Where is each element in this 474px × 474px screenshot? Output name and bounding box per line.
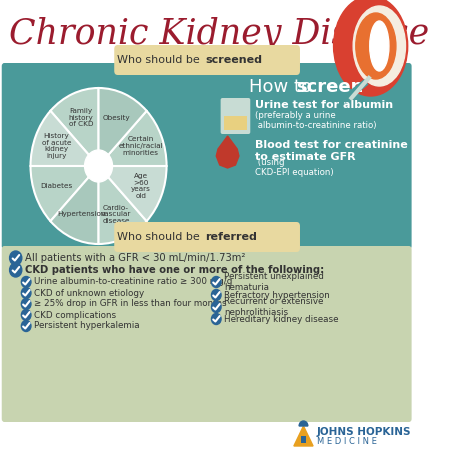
Text: CKD complications: CKD complications: [34, 310, 116, 319]
Wedge shape: [99, 111, 166, 166]
Text: Certain
ethnic/racial
minorities: Certain ethnic/racial minorities: [118, 136, 163, 156]
Circle shape: [9, 251, 22, 265]
Text: Cardio-
vascular
disease: Cardio- vascular disease: [101, 205, 131, 224]
Circle shape: [21, 320, 31, 331]
Text: Age
>60
years
old: Age >60 years old: [131, 173, 151, 199]
Text: Who should be: Who should be: [117, 55, 203, 65]
Ellipse shape: [356, 13, 396, 79]
Ellipse shape: [334, 0, 408, 96]
Bar: [224, 116, 247, 130]
Text: All patients with a GFR < 30 mL/min/1.73m²: All patients with a GFR < 30 mL/min/1.73…: [25, 253, 246, 263]
Text: ≥ 25% drop in GFR in less than four months: ≥ 25% drop in GFR in less than four mont…: [34, 300, 227, 309]
FancyBboxPatch shape: [114, 45, 300, 75]
Bar: [301, 436, 306, 443]
FancyBboxPatch shape: [220, 98, 250, 134]
Text: (using
CKD-EPI equation): (using CKD-EPI equation): [255, 158, 333, 177]
Circle shape: [21, 288, 31, 299]
Text: Diabetes: Diabetes: [40, 183, 73, 189]
Wedge shape: [99, 166, 166, 221]
Text: screen: screen: [297, 78, 364, 96]
Wedge shape: [99, 166, 146, 244]
FancyBboxPatch shape: [2, 63, 411, 249]
Text: Chronic Kidney Disease: Chronic Kidney Disease: [9, 16, 429, 51]
Circle shape: [211, 313, 221, 325]
Text: Obesity: Obesity: [102, 115, 130, 121]
Text: Hypertension: Hypertension: [57, 211, 105, 217]
Text: screened: screened: [205, 55, 262, 65]
Text: Persistent unexplained
hematuria: Persistent unexplained hematuria: [224, 272, 324, 292]
Text: JOHNS HOPKINS: JOHNS HOPKINS: [317, 427, 411, 437]
Circle shape: [9, 263, 22, 277]
Polygon shape: [216, 136, 239, 168]
Text: Urine albumin-to-creatinine ratio ≥ 300 mg/g: Urine albumin-to-creatinine ratio ≥ 300 …: [34, 277, 232, 286]
Circle shape: [21, 299, 31, 310]
FancyBboxPatch shape: [114, 222, 300, 252]
FancyBboxPatch shape: [2, 246, 411, 422]
Text: Hereditary kidney disease: Hereditary kidney disease: [224, 315, 338, 323]
Text: Refractory hypertension: Refractory hypertension: [224, 291, 330, 300]
Text: M E D I C I N E: M E D I C I N E: [317, 438, 376, 447]
Text: How to: How to: [249, 78, 318, 96]
Text: Family
history
of CKD: Family history of CKD: [69, 108, 93, 128]
Wedge shape: [30, 111, 99, 166]
Circle shape: [211, 290, 221, 301]
Text: (preferably a urine
 albumin-to-creatinine ratio): (preferably a urine albumin-to-creatinin…: [255, 111, 376, 130]
Polygon shape: [294, 426, 313, 446]
Text: History
of acute
kidney
injury: History of acute kidney injury: [42, 133, 71, 159]
Wedge shape: [50, 88, 99, 166]
Wedge shape: [299, 421, 308, 426]
Circle shape: [21, 276, 31, 288]
Text: Recurrent or extensive
nephrolithiasis: Recurrent or extensive nephrolithiasis: [224, 297, 323, 317]
Text: referred: referred: [205, 232, 257, 242]
Text: Urine test for albumin: Urine test for albumin: [255, 100, 393, 110]
Text: Blood test for creatinine
to estimate GFR: Blood test for creatinine to estimate GF…: [255, 140, 407, 162]
Wedge shape: [30, 166, 99, 221]
Wedge shape: [50, 166, 99, 244]
Circle shape: [211, 301, 221, 312]
Text: CKD patients who have one or more of the following:: CKD patients who have one or more of the…: [25, 265, 325, 275]
Text: CKD of unknown etiology: CKD of unknown etiology: [34, 289, 144, 298]
Text: Persistent hyperkalemia: Persistent hyperkalemia: [34, 321, 140, 330]
Ellipse shape: [353, 6, 405, 86]
Circle shape: [84, 150, 112, 182]
Ellipse shape: [370, 21, 389, 71]
Circle shape: [211, 276, 221, 288]
Text: Who should be: Who should be: [117, 232, 203, 242]
Circle shape: [21, 310, 31, 320]
Wedge shape: [99, 88, 146, 166]
